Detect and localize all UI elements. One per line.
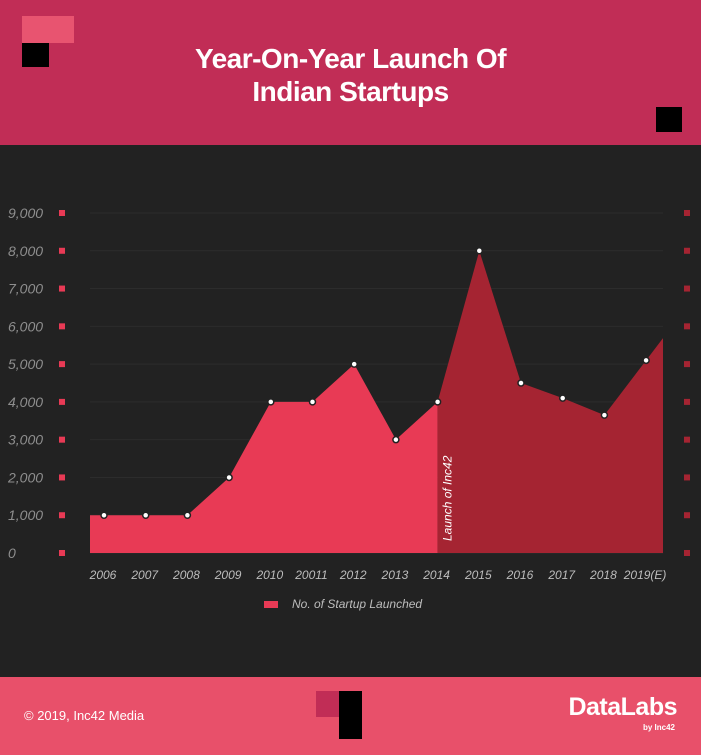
data-point — [267, 398, 275, 406]
x-tick-label: 2018 — [589, 568, 617, 582]
copyright-text: © 2019, Inc42 Media — [24, 708, 145, 723]
y-tick-label: 6,000 — [8, 318, 43, 334]
y-tick-marker-left — [59, 550, 65, 556]
x-tick-label: 2016 — [506, 568, 534, 582]
data-point — [475, 247, 484, 255]
data-point — [600, 411, 609, 419]
legend: No. of Startup Launched — [264, 597, 422, 611]
y-tick-marker-right — [684, 361, 690, 368]
y-tick-marker-right — [684, 210, 690, 216]
x-tick-label: 2019(E) — [623, 568, 667, 582]
data-point — [183, 511, 192, 519]
decor-pink-square — [22, 16, 74, 43]
data-point — [642, 356, 650, 365]
x-tick-label: 2013 — [381, 568, 409, 582]
chart-title: Year-On-Year Launch Of Indian Startups — [194, 43, 507, 107]
data-point — [392, 435, 400, 444]
data-point — [350, 360, 358, 368]
data-point — [308, 398, 317, 406]
x-tick-label: 2012 — [339, 568, 367, 582]
y-tick-marker-left — [59, 361, 65, 368]
data-point — [225, 473, 233, 482]
legend-label: No. of Startup Launched — [292, 597, 423, 611]
y-tick-marker-right — [684, 323, 690, 330]
y-tick-label: 0 — [8, 545, 16, 561]
x-tick-label: 2008 — [172, 568, 200, 582]
y-tick-marker-left — [59, 436, 65, 443]
x-tick-label: 20011 — [294, 568, 327, 582]
y-tick-marker-left — [59, 323, 65, 330]
data-point — [433, 398, 442, 406]
x-tick-label: 2007 — [130, 568, 159, 582]
y-tick-marker-right — [684, 474, 690, 481]
x-tick-label: 2017 — [547, 568, 576, 582]
decor-black-rect — [339, 691, 362, 739]
area-chart: 0 1,000 2,000 3,000 4,000 5,000 6,000 7,000 8,00… — [7, 205, 690, 582]
x-tick-label: 2014 — [422, 568, 450, 582]
decor-black-square-right — [656, 107, 682, 132]
y-tick-marker-right — [684, 436, 690, 443]
y-tick-label: 3,000 — [8, 432, 43, 448]
y-tick-marker-right — [684, 247, 690, 254]
y-tick-label: 9,000 — [8, 205, 43, 221]
y-tick-marker-right — [684, 398, 690, 405]
decor-pink-square — [316, 691, 339, 717]
x-tick-label: 2009 — [214, 568, 242, 582]
y-tick-label: 5,000 — [8, 356, 43, 372]
datalabs-logo-sub: by Inc42 — [642, 723, 675, 732]
y-tick-marker-left — [59, 247, 65, 254]
y-tick-marker-right — [684, 550, 690, 556]
y-tick-label: 4,000 — [8, 394, 43, 410]
y-tick-marker-left — [59, 474, 65, 481]
y-tick-label: 7,000 — [8, 281, 43, 297]
y-tick-marker-left — [59, 285, 65, 292]
legend-swatch — [264, 601, 278, 609]
decor-black-square — [22, 43, 49, 67]
footer: © 2019, Inc42 Media DataLabs by Inc42 — [0, 677, 701, 755]
y-tick-marker-left — [59, 210, 65, 216]
y-tick-label: 2,000 — [7, 469, 43, 485]
y-tick-marker-left — [59, 398, 65, 405]
data-point — [517, 379, 525, 387]
data-point — [141, 511, 150, 519]
data-point — [100, 511, 108, 519]
annotation-launch-label: Launch of Inc42 — [441, 455, 455, 541]
data-point — [558, 394, 567, 402]
x-tick-label: 2015 — [464, 568, 492, 582]
x-tick-label: 2010 — [255, 568, 283, 582]
chart-area: 0 1,000 2,000 3,000 4,000 5,000 6,000 7,000 8,00… — [0, 145, 701, 675]
y-tick-marker-left — [59, 512, 65, 519]
x-tick-label: 2006 — [89, 568, 117, 582]
y-tick-marker-right — [684, 512, 690, 519]
area-post-launch — [437, 250, 663, 553]
datalabs-logo: DataLabs — [568, 693, 677, 721]
y-tick-label: 1,000 — [8, 507, 43, 523]
y-tick-marker-right — [684, 285, 690, 292]
header: Year-On-Year Launch Of Indian Startups — [0, 0, 701, 145]
area-pre-launch — [90, 364, 438, 553]
y-tick-label: 8,000 — [8, 243, 43, 259]
